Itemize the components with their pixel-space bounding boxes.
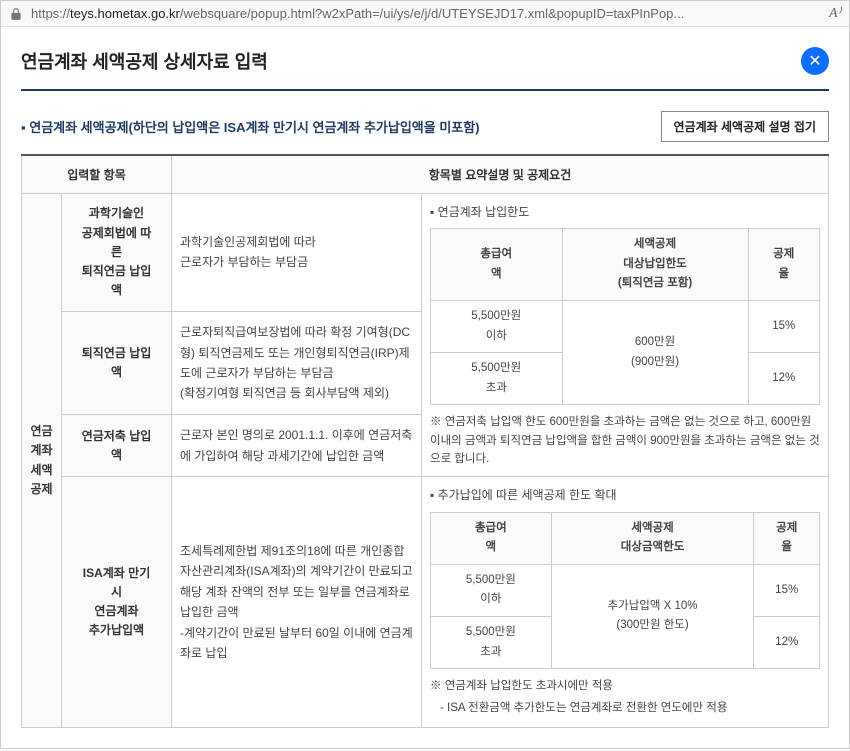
req1-heading: 연금계좌 납입한도 (430, 202, 820, 222)
req1-inner-table: 총급여 액 세액공제 대상납입한도 (퇴직연금 포함) 공제 율 5,500만원… (430, 228, 820, 405)
url-path: /websquare/popup.html?w2xPath=/ui/ys/e/j… (180, 6, 684, 21)
lock-icon (9, 7, 23, 21)
req2-sub-note: - ISA 전환금액 추가한도는 연금계좌로 전환한 연도에만 적용 (440, 699, 820, 719)
header-item: 입력할 항목 (22, 155, 172, 194)
address-bar: https://teys.hometax.go.kr/websquare/pop… (1, 1, 849, 27)
main-table: 입력할 항목 항목별 요약설명 및 공제요건 연금 계좌 세액 공제 과학기술인… (21, 154, 829, 728)
req2-th-0: 총급여 액 (431, 512, 552, 564)
toggle-explanation-button[interactable]: 연금계좌 세액공제 설명 접기 (661, 111, 829, 142)
header-desc-req: 항목별 요약설명 및 공제요건 (172, 155, 829, 194)
req2-r0c1: 추가납입액 X 10% (300만원 한도) (551, 564, 754, 668)
row-desc-0: 과학기술인공제회법에 따라 근로자가 부담하는 부담금 (172, 194, 422, 312)
row-label-2: 연금저축 납입 액 (62, 415, 172, 477)
url-domain: teys.hometax.go.kr (70, 6, 180, 21)
req2-heading: 추가납입에 따른 세액공제 한도 확대 (430, 485, 820, 505)
req1-th-0: 총급여 액 (431, 229, 563, 301)
req1-r0c1: 600만원 (900만원) (562, 301, 748, 405)
req2-r0c0: 5,500만원 이하 (431, 564, 552, 616)
req1-th-1: 세액공제 대상납입한도 (퇴직연금 포함) (562, 229, 748, 301)
req2-r1c0: 5,500만원 초과 (431, 616, 552, 668)
vertical-category-label: 연금 계좌 세액 공제 (22, 194, 62, 728)
popup-title: 연금계좌 세액공제 상세자료 입력 (21, 48, 268, 74)
requirement-cell-1: 연금계좌 납입한도 총급여 액 세액공제 대상납입한도 (퇴직연금 포함) 공제… (422, 194, 829, 477)
row-desc-1: 근로자퇴직급여보장법에 따라 확정 기여형(DC형) 퇴직연금제도 또는 개인형… (172, 311, 422, 414)
row-desc-2: 근로자 본인 명의로 2001.1.1. 이후에 연금저축에 가입하여 해당 과… (172, 415, 422, 477)
popup-header: 연금계좌 세액공제 상세자료 입력 ✕ (21, 47, 829, 91)
req2-th-1: 세액공제 대상금액한도 (551, 512, 754, 564)
req2-inner-table: 총급여 액 세액공제 대상금액한도 공제 율 5,500만원 이하 추가납입액 … (430, 512, 820, 669)
close-button[interactable]: ✕ (801, 47, 829, 75)
req1-r0c2: 15% (748, 301, 819, 353)
popup-body: 연금계좌 세액공제 상세자료 입력 ✕ 연금계좌 세액공제(하단의 납입액은 I… (1, 27, 849, 748)
row-label-1: 퇴직연금 납입 액 (62, 311, 172, 414)
url-text[interactable]: https://teys.hometax.go.kr/websquare/pop… (31, 6, 821, 21)
req1-r1c0: 5,500만원 초과 (431, 353, 563, 405)
req2-note: ※ 연금계좌 납입한도 초과시에만 적용 (430, 677, 820, 695)
req2-r1c2: 12% (754, 616, 820, 668)
section-header-row: 연금계좌 세액공제(하단의 납입액은 ISA계좌 만기시 연금계좌 추가납입액을… (21, 111, 829, 142)
row-label-0: 과학기술인 공제회법에 따 른 퇴직연금 납입 액 (62, 194, 172, 312)
req1-note: ※ 연금저축 납입액 한도 600만원을 초과하는 금액은 없는 것으로 하고,… (430, 413, 820, 468)
req1-r1c2: 12% (748, 353, 819, 405)
req2-r0c2: 15% (754, 564, 820, 616)
reader-mode-icon[interactable]: A⁾ (829, 5, 841, 22)
req2-th-2: 공제 율 (754, 512, 820, 564)
url-scheme: https:// (31, 6, 70, 21)
req1-th-2: 공제 율 (748, 229, 819, 301)
requirement-cell-2: 추가납입에 따른 세액공제 한도 확대 총급여 액 세액공제 대상금액한도 공제… (422, 477, 829, 728)
row-label-3: ISA계좌 만기 시 연금계좌 추가납입액 (62, 477, 172, 728)
row-desc-3: 조세특례제한법 제91조의18에 따른 개인종합자산관리계좌(ISA계좌)의 계… (172, 477, 422, 728)
req1-r0c0: 5,500만원 이하 (431, 301, 563, 353)
browser-window: https://teys.hometax.go.kr/websquare/pop… (0, 0, 850, 749)
section-title: 연금계좌 세액공제(하단의 납입액은 ISA계좌 만기시 연금계좌 추가납입액을… (21, 117, 480, 136)
